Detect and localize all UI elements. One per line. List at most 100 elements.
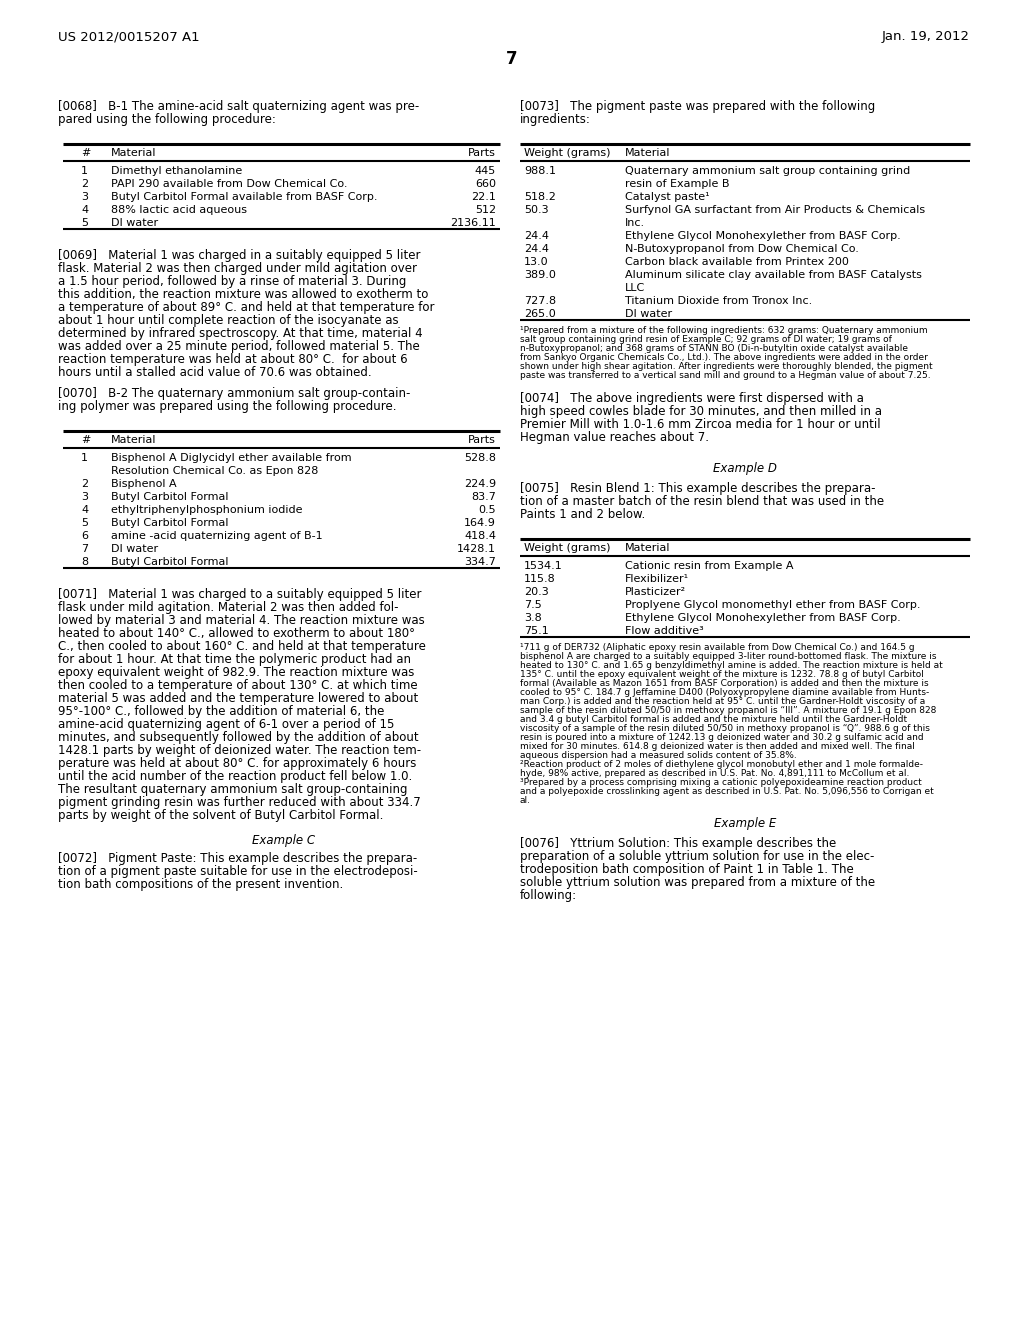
Text: [0069]   Material 1 was charged in a suitably equipped 5 liter: [0069] Material 1 was charged in a suita… — [58, 249, 421, 261]
Text: 3.8: 3.8 — [524, 612, 542, 623]
Text: salt group containing grind resin of Example C; 92 grams of DI water; 19 grams o: salt group containing grind resin of Exa… — [520, 335, 892, 345]
Text: 389.0: 389.0 — [524, 271, 556, 280]
Text: Butyl Carbitol Formal: Butyl Carbitol Formal — [111, 492, 228, 502]
Text: Plasticizer²: Plasticizer² — [625, 587, 686, 597]
Text: 1: 1 — [81, 166, 88, 176]
Text: 988.1: 988.1 — [524, 166, 556, 176]
Text: about 1 hour until complete reaction of the isocyanate as: about 1 hour until complete reaction of … — [58, 314, 398, 327]
Text: this addition, the reaction mixture was allowed to exotherm to: this addition, the reaction mixture was … — [58, 288, 428, 301]
Text: Cationic resin from Example A: Cationic resin from Example A — [625, 561, 794, 572]
Text: Ethylene Glycol Monohexylether from BASF Corp.: Ethylene Glycol Monohexylether from BASF… — [625, 231, 901, 242]
Text: Dimethyl ethanolamine: Dimethyl ethanolamine — [111, 166, 243, 176]
Text: viscosity of a sample of the resin diluted 50/50 in methoxy propanol is “Q”. 988: viscosity of a sample of the resin dilut… — [520, 723, 930, 733]
Text: Quaternary ammonium salt group containing grind: Quaternary ammonium salt group containin… — [625, 166, 910, 176]
Text: parts by weight of the solvent of Butyl Carbitol Formal.: parts by weight of the solvent of Butyl … — [58, 809, 383, 822]
Text: Ethylene Glycol Monohexylether from BASF Corp.: Ethylene Glycol Monohexylether from BASF… — [625, 612, 901, 623]
Text: amine -acid quaternizing agent of B-1: amine -acid quaternizing agent of B-1 — [111, 531, 323, 541]
Text: Flexibilizer¹: Flexibilizer¹ — [625, 574, 689, 583]
Text: 50.3: 50.3 — [524, 205, 549, 215]
Text: The resultant quaternary ammonium salt group-containing: The resultant quaternary ammonium salt g… — [58, 783, 408, 796]
Text: Proplyene Glycol monomethyl ether from BASF Corp.: Proplyene Glycol monomethyl ether from B… — [625, 601, 921, 610]
Text: cooled to 95° C. 184.7 g Jeffamine D400 (Polyoxypropylene diamine available from: cooled to 95° C. 184.7 g Jeffamine D400 … — [520, 688, 929, 697]
Text: 13.0: 13.0 — [524, 257, 549, 267]
Text: 1534.1: 1534.1 — [524, 561, 563, 572]
Text: 1428.1: 1428.1 — [457, 544, 496, 554]
Text: 20.3: 20.3 — [524, 587, 549, 597]
Text: Example E: Example E — [714, 817, 776, 830]
Text: 115.8: 115.8 — [524, 574, 556, 583]
Text: 7: 7 — [81, 544, 88, 554]
Text: ing polymer was prepared using the following procedure.: ing polymer was prepared using the follo… — [58, 400, 396, 413]
Text: 5: 5 — [81, 517, 88, 528]
Text: 418.4: 418.4 — [464, 531, 496, 541]
Text: formal (Available as Mazon 1651 from BASF Corporation) is added and then the mix: formal (Available as Mazon 1651 from BAS… — [520, 678, 929, 688]
Text: Bisphenol A Diglycidyl ether available from: Bisphenol A Diglycidyl ether available f… — [111, 453, 351, 463]
Text: DI water: DI water — [111, 544, 158, 554]
Text: Butyl Carbitol Formal: Butyl Carbitol Formal — [111, 517, 228, 528]
Text: from Sankyo Organic Chemicals Co., Ltd.). The above ingredients were added in th: from Sankyo Organic Chemicals Co., Ltd.)… — [520, 352, 928, 362]
Text: and 3.4 g butyl Carbitol formal is added and the mixture held until the Gardner-: and 3.4 g butyl Carbitol formal is added… — [520, 715, 907, 723]
Text: [0073]   The pigment paste was prepared with the following: [0073] The pigment paste was prepared wi… — [520, 100, 876, 114]
Text: Premier Mill with 1.0-1.6 mm Zircoa media for 1 hour or until: Premier Mill with 1.0-1.6 mm Zircoa medi… — [520, 418, 881, 432]
Text: n-Butoxypropanol; and 368 grams of STANN BO (Di-n-butyltin oxide catalyst availa: n-Butoxypropanol; and 368 grams of STANN… — [520, 345, 908, 352]
Text: ³Prepared by a process comprising mixing a cationic polyepoxideamine reaction pr: ³Prepared by a process comprising mixing… — [520, 777, 922, 787]
Text: N-Butoxypropanol from Dow Chemical Co.: N-Butoxypropanol from Dow Chemical Co. — [625, 244, 859, 253]
Text: lowed by material 3 and material 4. The reaction mixture was: lowed by material 3 and material 4. The … — [58, 614, 425, 627]
Text: Hegman value reaches about 7.: Hegman value reaches about 7. — [520, 432, 709, 444]
Text: 164.9: 164.9 — [464, 517, 496, 528]
Text: reaction temperature was held at about 80° C.  for about 6: reaction temperature was held at about 8… — [58, 352, 408, 366]
Text: man Corp.) is added and the reaction held at 95° C. until the Gardner-Holdt visc: man Corp.) is added and the reaction hel… — [520, 697, 926, 706]
Text: Parts: Parts — [468, 148, 496, 158]
Text: material 5 was added and the temperature lowered to about: material 5 was added and the temperature… — [58, 692, 418, 705]
Text: [0072]   Pigment Paste: This example describes the prepara-: [0072] Pigment Paste: This example descr… — [58, 851, 417, 865]
Text: Example C: Example C — [253, 834, 315, 847]
Text: C., then cooled to about 160° C. and held at that temperature: C., then cooled to about 160° C. and hel… — [58, 640, 426, 653]
Text: mixed for 30 minutes. 614.8 g deionized water is then added and mixed well. The : mixed for 30 minutes. 614.8 g deionized … — [520, 742, 914, 751]
Text: tion of a pigment paste suitable for use in the electrodeposi-: tion of a pigment paste suitable for use… — [58, 865, 418, 878]
Text: paste was transferred to a vertical sand mill and ground to a Hegman value of ab: paste was transferred to a vertical sand… — [520, 371, 931, 380]
Text: 3: 3 — [81, 492, 88, 502]
Text: Flow additive³: Flow additive³ — [625, 626, 703, 636]
Text: Aluminum silicate clay available from BASF Catalysts: Aluminum silicate clay available from BA… — [625, 271, 922, 280]
Text: preparation of a soluble yttrium solution for use in the elec-: preparation of a soluble yttrium solutio… — [520, 850, 874, 863]
Text: 518.2: 518.2 — [524, 191, 556, 202]
Text: trodeposition bath composition of Paint 1 in Table 1. The: trodeposition bath composition of Paint … — [520, 863, 854, 876]
Text: Bisphenol A: Bisphenol A — [111, 479, 176, 488]
Text: aqueous dispersion had a measured solids content of 35.8%.: aqueous dispersion had a measured solids… — [520, 751, 797, 760]
Text: 2: 2 — [81, 479, 88, 488]
Text: 265.0: 265.0 — [524, 309, 556, 319]
Text: PAPI 290 available from Dow Chemical Co.: PAPI 290 available from Dow Chemical Co. — [111, 180, 347, 189]
Text: Resolution Chemical Co. as Epon 828: Resolution Chemical Co. as Epon 828 — [111, 466, 318, 477]
Text: ¹Prepared from a mixture of the following ingredients: 632 grams: Quaternary amm: ¹Prepared from a mixture of the followin… — [520, 326, 928, 335]
Text: 6: 6 — [81, 531, 88, 541]
Text: Material: Material — [625, 543, 671, 553]
Text: 4: 4 — [81, 506, 88, 515]
Text: 22.1: 22.1 — [471, 191, 496, 202]
Text: tion of a master batch of the resin blend that was used in the: tion of a master batch of the resin blen… — [520, 495, 884, 508]
Text: determined by infrared spectroscopy. At that time, material 4: determined by infrared spectroscopy. At … — [58, 327, 423, 341]
Text: Surfynol GA surfactant from Air Products & Chemicals: Surfynol GA surfactant from Air Products… — [625, 205, 925, 215]
Text: 334.7: 334.7 — [464, 557, 496, 568]
Text: [0068]   B-1 The amine-acid salt quaternizing agent was pre-: [0068] B-1 The amine-acid salt quaterniz… — [58, 100, 419, 114]
Text: 727.8: 727.8 — [524, 296, 556, 306]
Text: 7: 7 — [506, 50, 518, 69]
Text: a 1.5 hour period, followed by a rinse of material 3. During: a 1.5 hour period, followed by a rinse o… — [58, 275, 407, 288]
Text: DI water: DI water — [111, 218, 158, 228]
Text: sample of the resin diluted 50/50 in methoxy propanol is “III”. A mixture of 19.: sample of the resin diluted 50/50 in met… — [520, 706, 936, 715]
Text: 1: 1 — [81, 453, 88, 463]
Text: 7.5: 7.5 — [524, 601, 542, 610]
Text: until the acid number of the reaction product fell below 1.0.: until the acid number of the reaction pr… — [58, 770, 413, 783]
Text: ethyltriphenylphosphonium iodide: ethyltriphenylphosphonium iodide — [111, 506, 302, 515]
Text: perature was held at about 80° C. for approximately 6 hours: perature was held at about 80° C. for ap… — [58, 756, 417, 770]
Text: resin of Example B: resin of Example B — [625, 180, 729, 189]
Text: 95°-100° C., followed by the addition of material 6, the: 95°-100° C., followed by the addition of… — [58, 705, 384, 718]
Text: high speed cowles blade for 30 minutes, and then milled in a: high speed cowles blade for 30 minutes, … — [520, 405, 882, 418]
Text: DI water: DI water — [625, 309, 672, 319]
Text: flask under mild agitation. Material 2 was then added fol-: flask under mild agitation. Material 2 w… — [58, 601, 398, 614]
Text: hours until a stalled acid value of 70.6 was obtained.: hours until a stalled acid value of 70.6… — [58, 366, 372, 379]
Text: pared using the following procedure:: pared using the following procedure: — [58, 114, 275, 125]
Text: Example D: Example D — [713, 462, 777, 475]
Text: 224.9: 224.9 — [464, 479, 496, 488]
Text: 2136.11: 2136.11 — [451, 218, 496, 228]
Text: 5: 5 — [81, 218, 88, 228]
